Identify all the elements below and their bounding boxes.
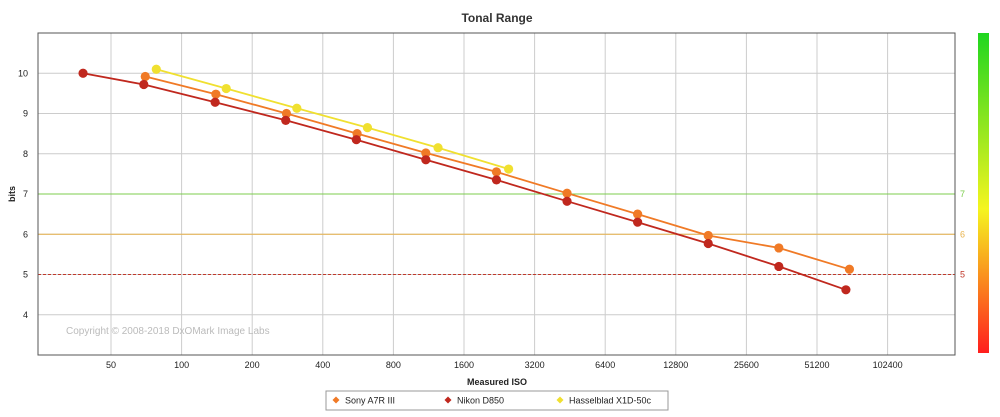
series-0 [140, 71, 855, 274]
legend-box [325, 390, 669, 411]
x-tick-label: 200 [245, 360, 260, 370]
threshold-lines: 7 6 5 [38, 189, 965, 280]
legend-item-2[interactable]: Hasselblad X1D-50c [556, 396, 652, 406]
data-point[interactable] [491, 175, 502, 185]
data-point[interactable] [562, 188, 572, 198]
data-point[interactable] [421, 148, 431, 158]
legend-marker-icon [332, 396, 340, 404]
y-tick-label: 7 [23, 189, 28, 199]
chart-title: Tonal Range [461, 11, 532, 25]
y-tick-label: 5 [23, 270, 28, 280]
series-lines [78, 64, 855, 295]
data-point[interactable] [362, 122, 373, 133]
data-point[interactable] [491, 167, 502, 177]
data-point[interactable] [139, 79, 149, 90]
y-axis-label: bits [7, 186, 17, 202]
series-1 [78, 68, 851, 295]
data-point[interactable] [78, 68, 88, 78]
y-tick-label: 8 [23, 149, 28, 159]
data-point[interactable] [421, 155, 431, 165]
x-tick-label: 6400 [595, 360, 615, 370]
x-tick-label: 1600 [454, 360, 474, 370]
x-tick-label: 800 [386, 360, 401, 370]
y-tick-label: 4 [23, 310, 28, 320]
data-point[interactable] [292, 103, 302, 113]
data-point[interactable] [841, 285, 851, 295]
data-point[interactable] [140, 71, 150, 82]
data-point[interactable] [351, 135, 361, 145]
copyright-text: Copyright © 2008-2018 DxOMark Image Labs [66, 326, 270, 337]
x-tick-label: 12800 [663, 360, 688, 370]
series-line [82, 72, 847, 291]
x-tick-label: 50 [106, 360, 116, 370]
x-tick-label: 400 [315, 360, 330, 370]
data-point[interactable] [844, 264, 855, 274]
threshold-label-7: 7 [960, 189, 965, 199]
legend-marker-icon [444, 396, 452, 404]
y-tick-label: 6 [23, 229, 28, 239]
threshold-label-6: 6 [960, 229, 965, 239]
data-point[interactable] [211, 89, 221, 99]
data-point[interactable] [774, 243, 784, 253]
data-point[interactable] [281, 115, 291, 125]
data-point[interactable] [774, 261, 784, 272]
x-tick-label: 100 [174, 360, 189, 370]
legend-label: Hasselblad X1D-50c [569, 396, 652, 406]
legend-marker-icon [556, 396, 564, 404]
color-scale-bar [978, 33, 989, 353]
axis-ticks: 50 100 200 400 800 1600 3200 6400 12800 25600 5120… [18, 68, 903, 370]
x-tick-label: 102400 [873, 360, 903, 370]
data-point[interactable] [433, 143, 443, 153]
series-2 [151, 64, 514, 174]
legend-label: Nikon D850 [457, 396, 504, 406]
series-line [156, 68, 509, 170]
y-tick-label: 9 [23, 109, 28, 119]
plot-area-border [37, 32, 956, 356]
data-point[interactable] [703, 238, 713, 249]
data-point[interactable] [633, 209, 643, 219]
x-tick-label: 51200 [804, 360, 829, 370]
legend-item-1[interactable]: Nikon D850 [444, 396, 505, 406]
data-point[interactable] [633, 217, 643, 227]
legend-label: Sony A7R III [345, 396, 395, 406]
data-point[interactable] [504, 164, 514, 174]
legend: Sony A7R III Nikon D850 Hasselblad X1D-50c [325, 390, 669, 411]
x-tick-label: 3200 [525, 360, 545, 370]
y-tick-label: 10 [18, 68, 28, 78]
data-point[interactable] [703, 230, 713, 241]
threshold-label-5: 5 [960, 270, 965, 280]
x-axis-label: Measured ISO [467, 377, 527, 387]
legend-item-0[interactable]: Sony A7R III [332, 396, 396, 406]
data-point[interactable] [281, 108, 292, 119]
data-point[interactable] [210, 97, 220, 107]
data-point[interactable] [562, 196, 572, 206]
data-point[interactable] [151, 64, 161, 74]
x-tick-label: 25600 [734, 360, 759, 370]
data-point[interactable] [221, 83, 231, 94]
